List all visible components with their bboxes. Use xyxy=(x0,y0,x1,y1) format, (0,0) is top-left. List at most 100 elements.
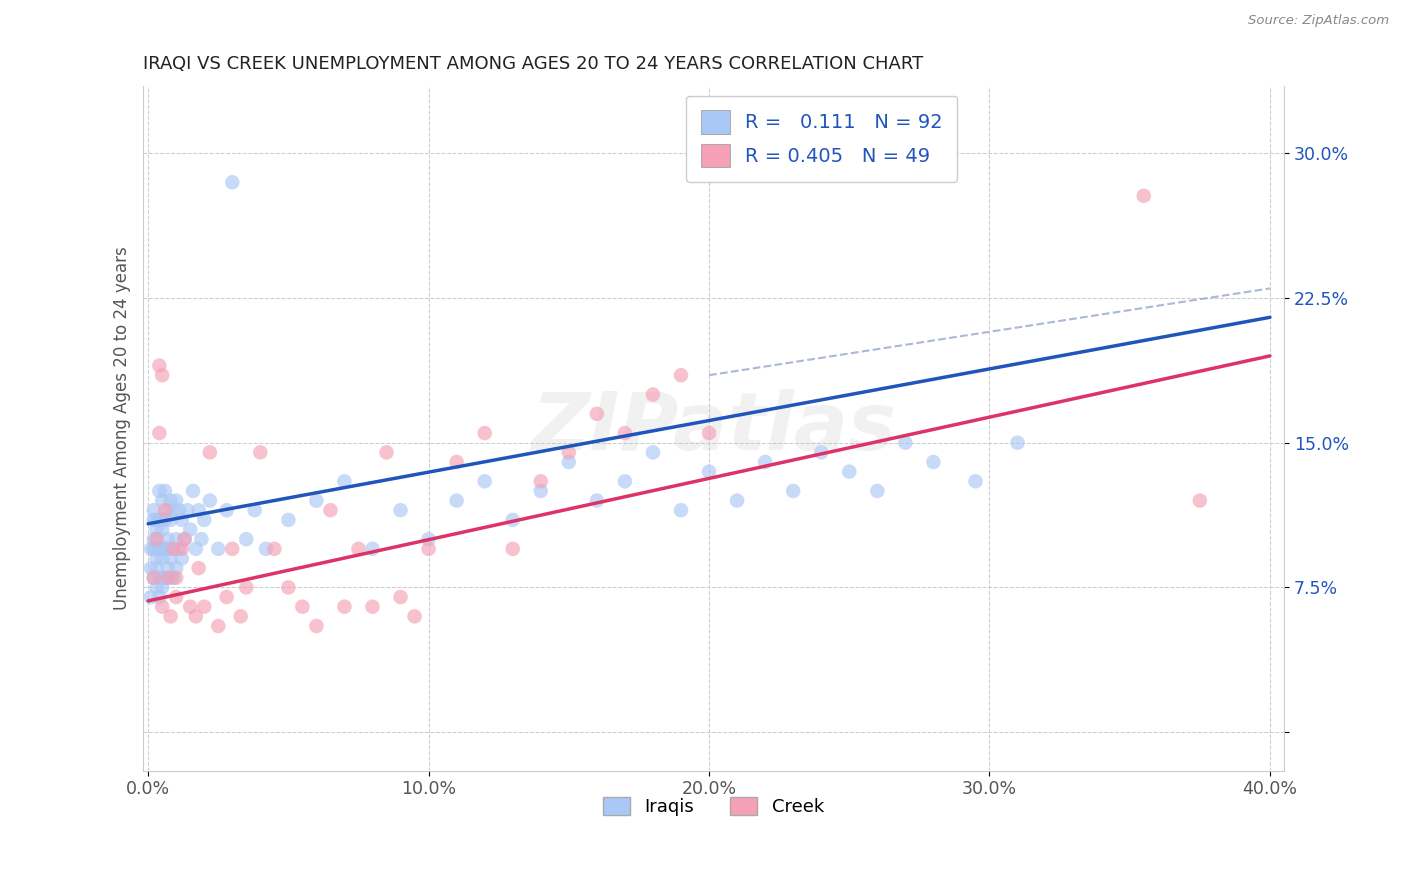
Point xyxy=(725,493,748,508)
Point xyxy=(277,581,299,595)
Point xyxy=(148,426,170,441)
Point xyxy=(187,561,209,575)
Point xyxy=(221,541,243,556)
Point xyxy=(145,532,167,546)
Point xyxy=(153,541,176,556)
Point xyxy=(375,445,398,459)
Point xyxy=(418,532,440,546)
Point xyxy=(153,571,176,585)
Point xyxy=(150,551,173,566)
Point xyxy=(235,532,257,546)
Point xyxy=(243,503,266,517)
Point xyxy=(156,561,179,575)
Point xyxy=(215,503,238,517)
Point xyxy=(165,590,187,604)
Point xyxy=(145,561,167,575)
Point xyxy=(305,619,328,633)
Point xyxy=(215,590,238,604)
Point xyxy=(170,513,193,527)
Point xyxy=(139,561,162,575)
Point xyxy=(187,503,209,517)
Point xyxy=(156,541,179,556)
Point xyxy=(165,561,187,575)
Point xyxy=(558,445,581,459)
Y-axis label: Unemployment Among Ages 20 to 24 years: Unemployment Among Ages 20 to 24 years xyxy=(114,246,131,610)
Point xyxy=(142,571,165,585)
Point xyxy=(165,571,187,585)
Text: ZIPatlas: ZIPatlas xyxy=(530,389,896,467)
Point xyxy=(153,513,176,527)
Point xyxy=(446,455,468,469)
Point xyxy=(530,483,553,498)
Point xyxy=(404,609,426,624)
Point xyxy=(156,571,179,585)
Point xyxy=(474,475,496,489)
Point xyxy=(669,368,692,383)
Point xyxy=(669,503,692,517)
Point xyxy=(782,483,804,498)
Point xyxy=(153,483,176,498)
Point xyxy=(148,483,170,498)
Point xyxy=(159,493,181,508)
Point xyxy=(139,590,162,604)
Point xyxy=(150,368,173,383)
Point xyxy=(1007,435,1029,450)
Point xyxy=(697,426,720,441)
Point xyxy=(389,590,412,604)
Point xyxy=(159,551,181,566)
Point xyxy=(221,175,243,189)
Point xyxy=(170,551,193,566)
Point xyxy=(184,609,207,624)
Point xyxy=(894,435,917,450)
Point xyxy=(319,503,342,517)
Point xyxy=(162,541,184,556)
Point xyxy=(866,483,889,498)
Point xyxy=(502,513,524,527)
Point xyxy=(148,590,170,604)
Point xyxy=(150,523,173,537)
Point xyxy=(159,609,181,624)
Point xyxy=(179,523,201,537)
Point xyxy=(229,609,252,624)
Point xyxy=(145,513,167,527)
Point xyxy=(165,493,187,508)
Point xyxy=(641,387,664,401)
Point xyxy=(502,541,524,556)
Point xyxy=(305,493,328,508)
Point xyxy=(389,503,412,517)
Point xyxy=(361,541,384,556)
Point xyxy=(586,407,609,421)
Point xyxy=(150,513,173,527)
Point xyxy=(173,532,195,546)
Point xyxy=(145,551,167,566)
Point xyxy=(965,475,987,489)
Legend: Iraqis, Creek: Iraqis, Creek xyxy=(596,789,831,823)
Point xyxy=(530,475,553,489)
Point xyxy=(347,541,370,556)
Point xyxy=(142,571,165,585)
Point xyxy=(446,493,468,508)
Point xyxy=(1188,493,1211,508)
Point xyxy=(142,503,165,517)
Point xyxy=(170,541,193,556)
Point xyxy=(162,541,184,556)
Point xyxy=(697,465,720,479)
Point xyxy=(249,445,271,459)
Point xyxy=(558,455,581,469)
Point xyxy=(145,532,167,546)
Point xyxy=(153,503,176,517)
Point xyxy=(150,581,173,595)
Point xyxy=(198,493,221,508)
Point xyxy=(193,513,215,527)
Point xyxy=(586,493,609,508)
Point xyxy=(159,513,181,527)
Point xyxy=(156,503,179,517)
Point xyxy=(922,455,945,469)
Text: Source: ZipAtlas.com: Source: ZipAtlas.com xyxy=(1249,14,1389,28)
Point xyxy=(145,581,167,595)
Point xyxy=(162,571,184,585)
Point xyxy=(474,426,496,441)
Point xyxy=(142,513,165,527)
Point xyxy=(156,532,179,546)
Point xyxy=(810,445,832,459)
